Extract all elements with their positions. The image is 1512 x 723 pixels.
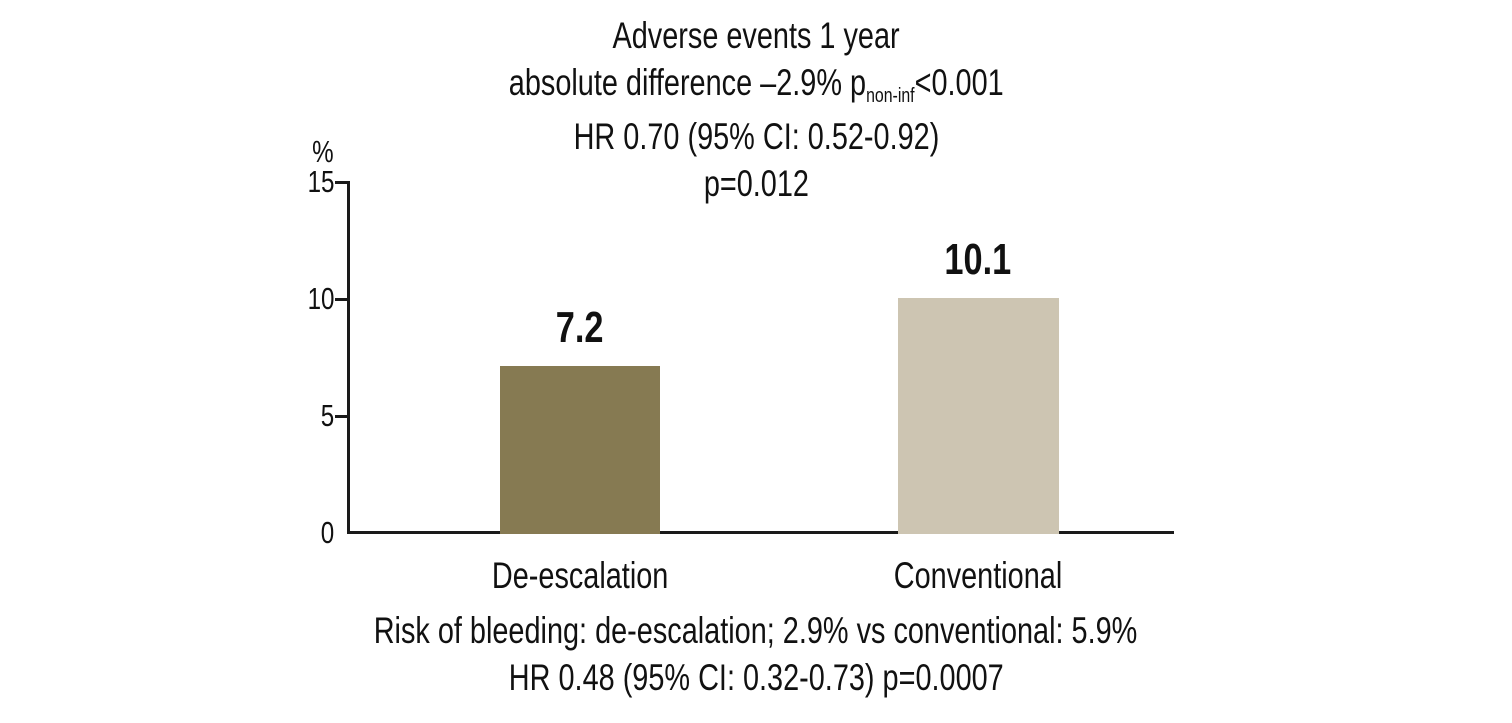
footnote-block: Risk of bleeding: de-escalation; 2.9% vs… xyxy=(0,607,1512,701)
bar xyxy=(898,297,1059,534)
y-tick-mark-5 xyxy=(335,415,348,418)
hr-line: HR 0.70 (95% CI: 0.52-0.92) xyxy=(573,116,939,157)
y-tick-mark-10 xyxy=(335,298,348,301)
x-axis-line xyxy=(347,531,1174,534)
y-tick-label-5: 5 xyxy=(320,398,334,433)
y-axis-line xyxy=(347,181,350,534)
y-tick-label-0: 0 xyxy=(320,515,334,550)
stats-line-suffix: <0.001 xyxy=(914,62,1004,103)
x-category-label-conventional: Conventional xyxy=(893,555,1063,596)
y-tick-label-10: 10 xyxy=(307,281,334,316)
stats-line-prefix: absolute difference –2.9% p xyxy=(508,62,866,103)
p-value-line: p=0.012 xyxy=(703,163,809,204)
footnote-line-bleeding: Risk of bleeding: de-escalation; 2.9% vs… xyxy=(374,610,1138,651)
y-axis-unit-label: % xyxy=(312,134,334,169)
chart-title: Adverse events 1 year xyxy=(612,15,900,56)
footnote-line-hr: HR 0.48 (95% CI: 0.32-0.73) p=0.0007 xyxy=(508,657,1004,698)
bar-value-label: 7.2 xyxy=(556,302,604,352)
y-tick-mark-15 xyxy=(335,181,348,184)
y-tick-label-15: 15 xyxy=(307,164,334,199)
stats-line: absolute difference –2.9% pnon-inf<0.001 xyxy=(0,59,1512,113)
chart-title-block: Adverse events 1 year absolute differenc… xyxy=(0,12,1512,207)
bar-value-label: 10.1 xyxy=(944,234,1012,284)
p-noninf-subscript: non-inf xyxy=(865,84,915,107)
x-category-label-de-escalation: De-escalation xyxy=(491,555,669,596)
bar xyxy=(500,365,660,534)
